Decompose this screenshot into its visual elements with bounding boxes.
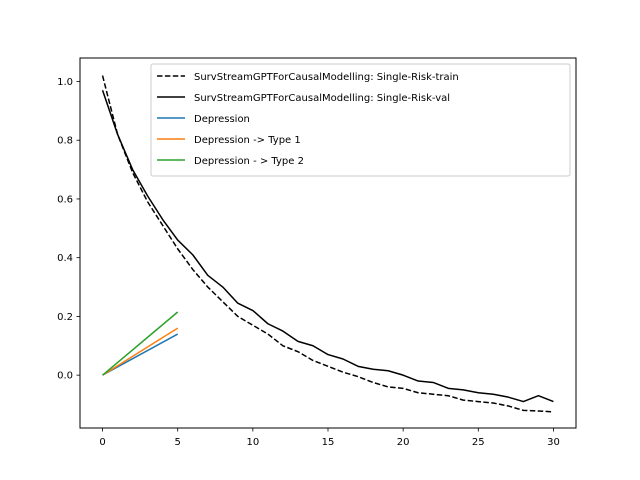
legend-label-1: SurvStreamGPTForCausalModelling: Single-… — [194, 93, 450, 104]
y-axis: 0.0 0.2 0.4 0.6 0.8 1.0 — [57, 77, 80, 382]
x-tick-label: 0 — [99, 437, 105, 448]
x-tick-label: 15 — [322, 437, 335, 448]
legend-label-0: SurvStreamGPTForCausalModelling: Single-… — [194, 72, 459, 83]
series-line-3 — [102, 327, 179, 376]
legend-label-4: Depression - > Type 2 — [194, 156, 304, 167]
x-axis: 0 5 10 15 20 25 30 — [99, 428, 560, 448]
legend: SurvStreamGPTForCausalModelling: Single-… — [150, 63, 571, 177]
legend-box — [150, 63, 571, 177]
legend-label-3: Depression -> Type 1 — [194, 135, 301, 146]
y-tick-label: 1.0 — [57, 77, 73, 88]
series-line-4 — [102, 311, 179, 376]
x-tick-label: 10 — [246, 437, 259, 448]
y-tick-label: 0.2 — [57, 312, 73, 323]
series-line-2 — [102, 333, 179, 376]
y-tick-label: 0.8 — [57, 136, 73, 147]
plot-lines — [101, 75, 554, 413]
series-line-0 — [101, 75, 554, 413]
x-tick-label: 5 — [175, 437, 181, 448]
y-tick-label: 0.4 — [57, 253, 73, 264]
series-line-1 — [101, 90, 554, 403]
x-tick-label: 20 — [397, 437, 410, 448]
legend-label-2: Depression — [194, 114, 250, 125]
y-tick-label: 0.0 — [57, 371, 73, 382]
x-tick-label: 25 — [472, 437, 485, 448]
x-tick-label: 30 — [547, 437, 560, 448]
y-tick-label: 0.6 — [57, 194, 73, 205]
